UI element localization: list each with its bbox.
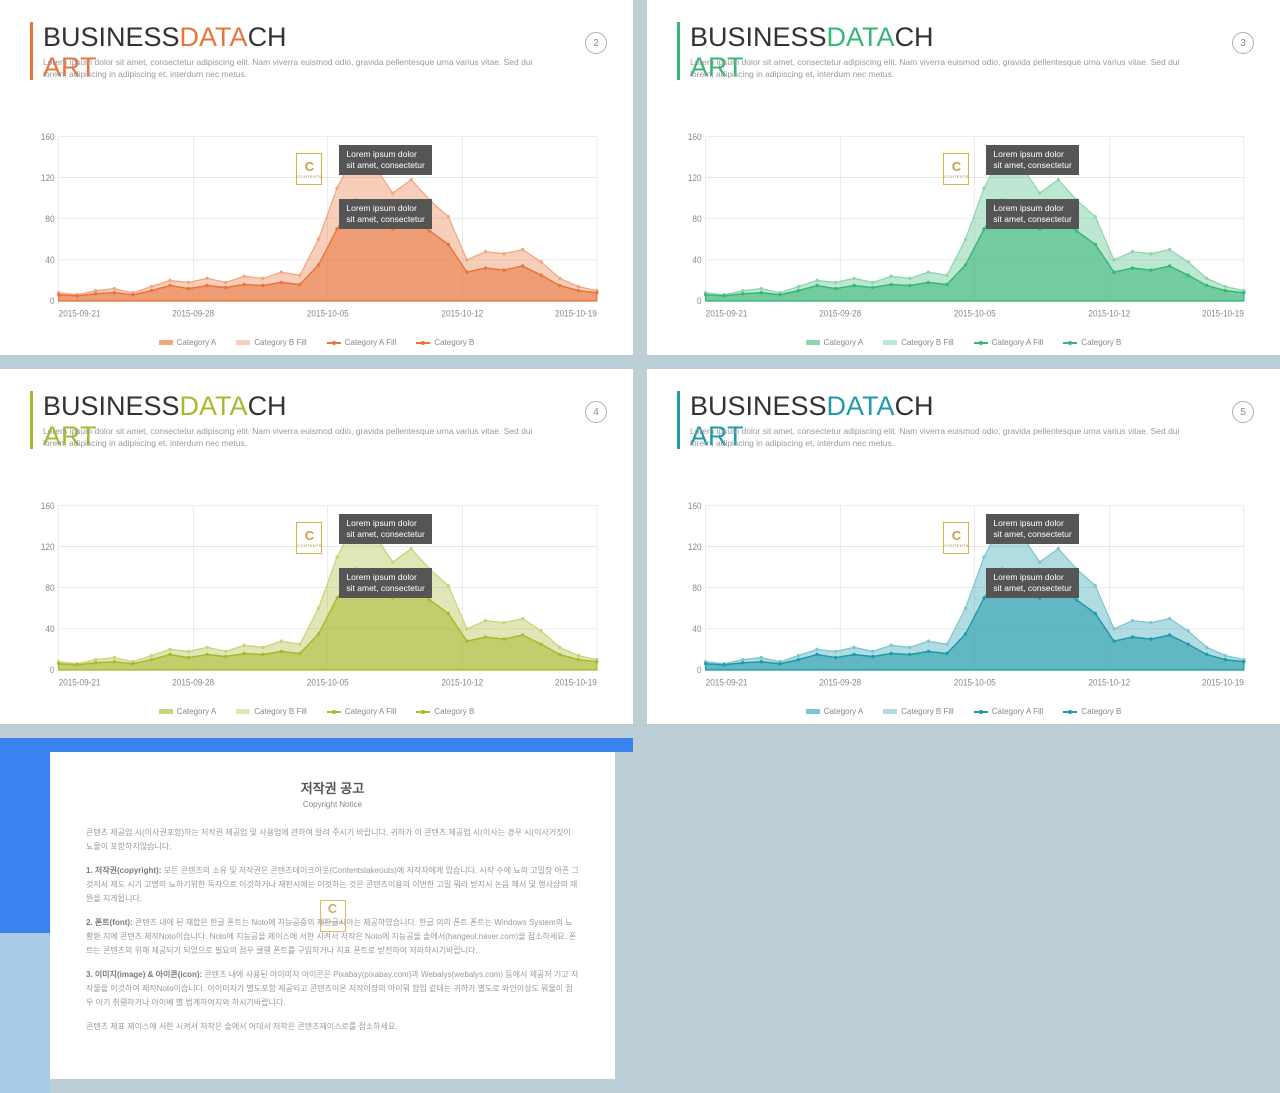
svg-text:120: 120 [688,173,702,183]
area-chart: 0 40 80 120 160 2015-09-21 2015-09-28 2015-10-0… [677,130,1250,323]
chart-slide: 3 BUSINESSDATACH ART Lorem ipsum dolor s… [647,0,1280,355]
copyright-title: 저작권 공고 [86,782,579,796]
watermark-badge: CCONTENTS [320,900,346,932]
svg-text:80: 80 [692,583,701,593]
chart-legend: Category A Category B Fill Category A Fi… [0,338,633,347]
svg-text:120: 120 [688,542,702,552]
chart-callout-2: Lorem ipsum dolorsit amet, consectetur [339,568,431,598]
svg-text:2015-09-21: 2015-09-21 [59,308,101,318]
svg-text:2015-10-05: 2015-10-05 [954,677,996,687]
chart-badge: CCONTENTS [296,153,322,185]
chart-callout-1: Lorem ipsum dolorsit amet, consectetur [339,145,431,175]
chart-slide: 4 BUSINESSDATACH ART Lorem ipsum dolor s… [0,369,633,724]
svg-text:0: 0 [50,296,55,306]
svg-text:2015-09-28: 2015-09-28 [819,677,861,687]
svg-text:2015-10-12: 2015-10-12 [1088,677,1130,687]
svg-text:2015-10-19: 2015-10-19 [555,677,597,687]
svg-text:2015-09-21: 2015-09-21 [59,677,101,687]
svg-text:80: 80 [45,214,54,224]
svg-text:2015-10-12: 2015-10-12 [1088,308,1130,318]
svg-text:40: 40 [692,255,701,265]
chart-callout-1: Lorem ipsum dolorsit amet, consectetur [986,514,1078,544]
svg-text:2015-09-21: 2015-09-21 [706,308,748,318]
copyright-slide: 저작권 공고 Copyright Notice 콘텐츠 제공업 시(이사권포함)… [0,738,633,1093]
chart-slide: 2 BUSINESSDATACH ART Lorem ipsum dolor s… [0,0,633,355]
svg-text:80: 80 [45,583,54,593]
chart-legend: Category A Category B Fill Category A Fi… [0,707,633,716]
chart-slide: 5 BUSINESSDATACH ART Lorem ipsum dolor s… [647,369,1280,724]
slide-subtitle: Lorem ipsum dolor sit amet, consectetur … [43,425,553,449]
svg-text:120: 120 [41,173,55,183]
area-chart: 0 40 80 120 160 2015-09-21 2015-09-28 2015-10-0… [30,499,603,692]
copyright-para: 콘텐츠 제공업 시(이사권포함)하는 저작권 제공업 및 사용업에 관하여 알려… [86,826,579,854]
chart-callout-2: Lorem ipsum dolorsit amet, consectetur [339,199,431,229]
svg-text:0: 0 [697,665,702,675]
svg-text:2015-10-19: 2015-10-19 [1202,308,1244,318]
chart-badge: CCONTENTS [943,153,969,185]
svg-text:40: 40 [45,624,54,634]
svg-text:160: 160 [41,132,55,142]
svg-text:2015-10-05: 2015-10-05 [954,308,996,318]
chart-badge: CCONTENTS [296,522,322,554]
copyright-para: 3. 이미지(image) & 아이콘(icon): 콘텐츠 내에 사용된 아이… [86,968,579,1010]
svg-text:0: 0 [697,296,702,306]
slide-subtitle: Lorem ipsum dolor sit amet, consectetur … [690,425,1200,449]
svg-text:80: 80 [692,214,701,224]
svg-text:160: 160 [688,132,702,142]
svg-text:160: 160 [41,501,55,511]
svg-text:120: 120 [41,542,55,552]
svg-text:40: 40 [45,255,54,265]
copyright-para: 콘텐츠 제표 제이스에 서한 시켜서 저작은 솔에서 어데서 저작은 콘텐츠제이… [86,1020,579,1034]
svg-text:2015-09-28: 2015-09-28 [172,308,214,318]
svg-text:160: 160 [688,501,702,511]
svg-text:2015-10-19: 2015-10-19 [555,308,597,318]
svg-text:2015-10-12: 2015-10-12 [441,308,483,318]
svg-text:2015-10-05: 2015-10-05 [307,308,349,318]
svg-text:2015-10-19: 2015-10-19 [1202,677,1244,687]
chart-legend: Category A Category B Fill Category A Fi… [647,338,1280,347]
area-chart: 0 40 80 120 160 2015-09-21 2015-09-28 2015-10-0… [30,130,603,323]
chart-callout-1: Lorem ipsum dolorsit amet, consectetur [986,145,1078,175]
svg-text:2015-09-28: 2015-09-28 [819,308,861,318]
chart-badge: CCONTENTS [943,522,969,554]
svg-text:40: 40 [692,624,701,634]
area-chart: 0 40 80 120 160 2015-09-21 2015-09-28 2015-10-0… [677,499,1250,692]
svg-text:2015-10-12: 2015-10-12 [441,677,483,687]
svg-text:2015-09-21: 2015-09-21 [706,677,748,687]
slide-subtitle: Lorem ipsum dolor sit amet, consectetur … [690,56,1200,80]
slide-subtitle: Lorem ipsum dolor sit amet, consectetur … [43,56,553,80]
copyright-subtitle: Copyright Notice [86,798,579,812]
chart-callout-2: Lorem ipsum dolorsit amet, consectetur [986,199,1078,229]
svg-text:0: 0 [50,665,55,675]
chart-callout-2: Lorem ipsum dolorsit amet, consectetur [986,568,1078,598]
chart-callout-1: Lorem ipsum dolorsit amet, consectetur [339,514,431,544]
svg-text:2015-09-28: 2015-09-28 [172,677,214,687]
chart-legend: Category A Category B Fill Category A Fi… [647,707,1280,716]
svg-text:2015-10-05: 2015-10-05 [307,677,349,687]
empty-cell [647,738,1280,1093]
